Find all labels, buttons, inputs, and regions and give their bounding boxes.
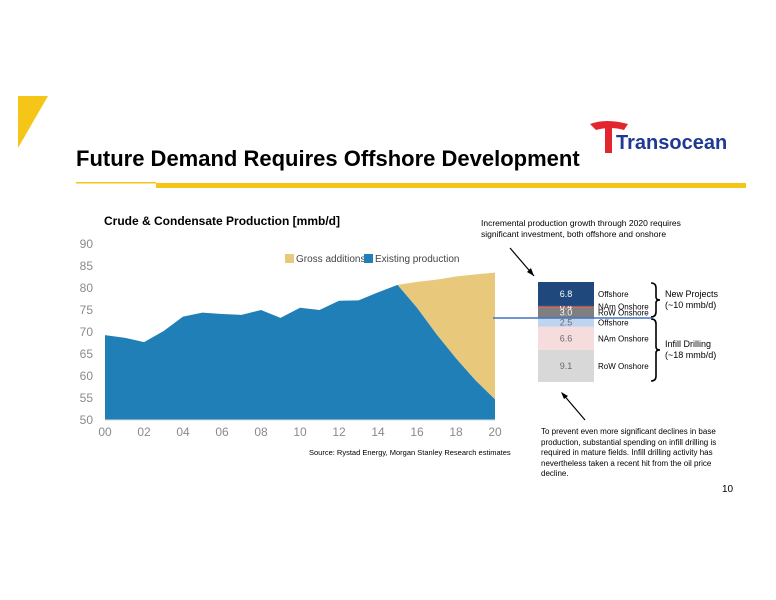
group-bracket	[650, 318, 661, 382]
x-tick-label: 06	[215, 425, 229, 439]
stack-value-label: 6.8	[560, 289, 573, 299]
title-underline	[76, 182, 746, 188]
x-tick-label: 12	[332, 425, 346, 439]
stack-segment	[538, 326, 594, 350]
accent-triangle	[18, 96, 48, 148]
group-sublabel: (~10 mmb/d)	[665, 300, 716, 310]
y-tick-label: 55	[80, 391, 94, 405]
bottom-callout-text: To prevent even more significant decline…	[541, 427, 717, 478]
transocean-logo: Transocean	[590, 121, 727, 154]
x-tick-label: 00	[98, 425, 112, 439]
stack-value-label: 2.5	[560, 317, 573, 327]
x-tick-label: 16	[410, 425, 424, 439]
legend-swatch-existing-production	[364, 254, 373, 263]
x-tick-label: 02	[137, 425, 151, 439]
source-note: Source: Rystad Energy, Morgan Stanley Re…	[309, 448, 511, 457]
legend-swatch-gross-additions	[285, 254, 294, 263]
stack-segment	[538, 282, 594, 306]
y-tick-label: 65	[80, 347, 94, 361]
stack-value-label: 0.4	[560, 302, 573, 312]
gross-additions-area	[105, 272, 495, 400]
y-tick-label: 75	[80, 303, 94, 317]
x-tick-label: 04	[176, 425, 190, 439]
stack-segment-label: NAm Onshore	[598, 303, 649, 312]
x-tick-label: 18	[449, 425, 463, 439]
y-tick-label: 80	[80, 281, 94, 295]
existing-production-area	[105, 284, 495, 420]
group-label: New Projects	[665, 289, 719, 299]
stack-segment-label: RoW Onshore	[598, 362, 649, 371]
top-callout-arrowhead	[527, 268, 534, 276]
y-tick-label: 70	[80, 325, 94, 339]
stack-value-label: 9.1	[560, 361, 573, 371]
stack-segment	[538, 305, 594, 308]
x-tick-label: 20	[488, 425, 502, 439]
stack-segment-label: RoW Onshore	[598, 309, 649, 318]
stack-value-label: 3.0	[560, 308, 573, 318]
stack-value-label: 6.6	[560, 333, 573, 343]
stack-segment-label: Offshore	[598, 290, 629, 299]
x-axis: 00 02 04 06 08 10 12 14 16 18 20	[98, 425, 502, 439]
chart-title: Crude & Condensate Production [mmb/d]	[104, 214, 341, 228]
y-axis: 50 55 60 65 70 75 80 85 90	[80, 237, 94, 427]
x-tick-label: 14	[371, 425, 385, 439]
chart-legend: Gross additions Existing production	[285, 254, 460, 265]
group-sublabel: (~18 mmb/d)	[665, 350, 716, 360]
group-bracket	[650, 282, 661, 318]
logo-text: Transocean	[616, 132, 727, 154]
x-tick-label: 08	[254, 425, 268, 439]
page-number: 10	[722, 484, 734, 495]
stack-segment	[538, 307, 594, 318]
stacked-bar-2020: 9.1 RoW Onshore 6.6 NAm Onshore 2.5 Offshore 3…	[538, 282, 719, 382]
legend-label-existing-production: Existing production	[375, 254, 460, 265]
group-label: Infill Drilling	[665, 339, 711, 349]
x-tick-label: 10	[293, 425, 307, 439]
y-tick-label: 60	[80, 369, 94, 383]
bottom-callout-arrowhead	[561, 392, 568, 399]
stack-segment	[538, 317, 594, 327]
y-tick-label: 85	[80, 259, 94, 273]
stack-segment	[538, 349, 594, 382]
y-tick-label: 90	[80, 237, 94, 251]
page-title: Future Demand Requires Offshore Developm…	[76, 146, 580, 171]
production-area-chart: 50 55 60 65 70 75 80 85 90 00 02 04 06 08 10 12 14 16 18 2…	[80, 237, 502, 439]
y-tick-label: 50	[80, 413, 94, 427]
stack-segment-label: Offshore	[598, 318, 629, 327]
top-callout-text: Incremental production growth through 20…	[481, 218, 681, 239]
legend-label-gross-additions: Gross additions	[296, 254, 365, 265]
stack-segment-label: NAm Onshore	[598, 334, 649, 343]
